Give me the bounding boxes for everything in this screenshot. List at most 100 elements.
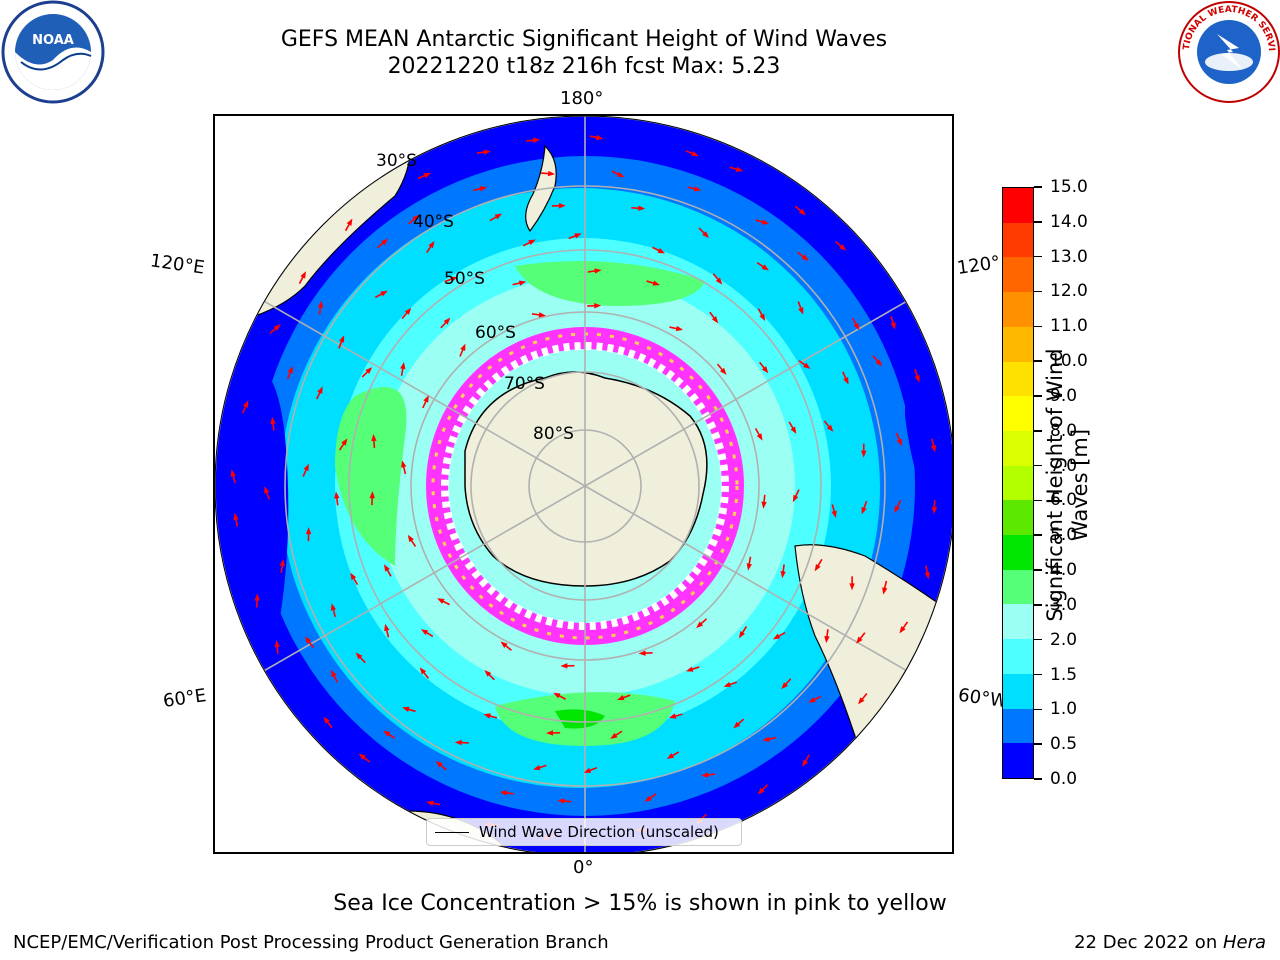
colorbar-tick-label: 1.5 — [1050, 664, 1078, 685]
lon-label-upper-left: 120°E — [148, 250, 206, 279]
colorbar-tick-label: 12.0 — [1050, 281, 1088, 302]
wave-direction-arrowhead — [369, 491, 375, 499]
wave-direction-arrowhead — [404, 307, 412, 315]
colorbar-segment — [1003, 465, 1033, 501]
wave-direction-arrowhead — [484, 669, 492, 677]
wave-direction-arrowhead — [780, 571, 786, 579]
wave-direction-arrowhead — [423, 395, 429, 403]
colorbar-tick — [1034, 569, 1042, 571]
wave-direction-arrowhead — [460, 343, 466, 352]
wave-direction-arrowhead — [350, 572, 357, 580]
legend-label: Wind Wave Direction (unscaled) — [479, 823, 719, 841]
wave-direction-arrowhead — [287, 366, 293, 374]
wave-direction-arrowhead — [401, 460, 407, 468]
wave-direction-arrowhead — [330, 603, 337, 611]
lat-label-70s: 70°S — [504, 374, 545, 394]
wave-direction-arrowhead — [756, 433, 763, 441]
wave-direction-arrowhead — [685, 666, 694, 672]
colorbar-tick-label: 9.0 — [1050, 385, 1078, 406]
lon-label-lower-left: 60°E — [161, 685, 208, 712]
wave-direction-arrowhead — [339, 335, 345, 343]
wave-direction-arrowhead — [323, 716, 330, 724]
wave-direction-arrowhead — [595, 134, 604, 141]
wave-direction-arrowhead — [856, 636, 863, 644]
colorbar-tick — [1034, 395, 1042, 397]
wave-direction-arrowhead — [814, 563, 821, 572]
footer-date: 22 Dec 2022 on Hera — [1074, 932, 1266, 953]
colorbar-tick — [1034, 499, 1042, 502]
colorbar-tick-label: 3.0 — [1050, 594, 1078, 615]
wave-direction-arrowhead — [358, 753, 366, 760]
lat-label-60s: 60°S — [475, 323, 516, 343]
wave-direction-arrowhead — [610, 732, 618, 739]
wave-direction-arrowhead — [274, 639, 280, 648]
wave-direction-arrowhead — [843, 377, 849, 385]
map-frame — [213, 114, 954, 854]
wave-direction-arrowhead — [668, 713, 677, 719]
wave-direction-arrowhead — [365, 367, 373, 374]
wave-direction-arrowhead — [757, 787, 765, 795]
wave-direction-arrowhead — [798, 307, 804, 315]
wave-direction-arrowhead — [254, 593, 260, 601]
wave-direction-arrowhead — [931, 506, 938, 515]
wave-direction-arrowhead — [735, 166, 744, 172]
wave-direction-arrowhead — [808, 697, 816, 703]
wave-direction-arrowhead — [772, 633, 781, 640]
wave-direction-arrowhead — [400, 361, 406, 370]
wave-direction-arrowhead — [930, 444, 937, 453]
colorbar-tick-label: 8.0 — [1050, 420, 1078, 441]
wave-direction-arrowhead — [675, 325, 684, 332]
wave-direction-arrowhead — [334, 491, 340, 499]
colorbar-tick — [1034, 221, 1042, 223]
colorbar-tick-label: 5.0 — [1050, 525, 1078, 546]
wave-direction-arrowhead — [381, 238, 389, 246]
wave-direction-arrowhead — [538, 312, 546, 318]
legend-line-swatch — [435, 831, 469, 833]
colorbar-segment — [1003, 569, 1033, 605]
colorbar-tick — [1034, 743, 1042, 745]
wave-direction-arrowhead — [849, 583, 855, 591]
colorbar-tick-label: 1.0 — [1050, 699, 1078, 720]
wave-direction-arrowhead — [380, 290, 388, 297]
wave-direction-arrowhead — [435, 760, 443, 768]
wave-direction-arrowhead — [894, 505, 900, 513]
wave-direction-arrowhead — [616, 171, 625, 178]
colorbar-tick-label: 4.0 — [1050, 560, 1078, 581]
wave-direction-arrowhead — [420, 629, 429, 636]
wave-direction-arrowhead — [853, 322, 860, 331]
nws-logo: NATIONAL WEATHER SERVICE — [1177, 0, 1280, 103]
chart-subtitle: 20221220 t18z 216h fcst Max: 5.23 — [387, 54, 781, 79]
wave-direction-arrowhead — [443, 317, 451, 325]
colorbar-tick-label: 15.0 — [1050, 177, 1088, 197]
colorbar-tick — [1034, 360, 1042, 362]
colorbar-tick-label: 0.0 — [1050, 769, 1078, 789]
chart-title: GEFS MEAN Antarctic Significant Height o… — [280, 27, 888, 52]
colorbar-segment — [1003, 188, 1033, 223]
wave-direction-arrowhead — [273, 324, 281, 331]
colorbar-tick — [1034, 638, 1042, 641]
wave-direction-arrowhead — [317, 386, 323, 394]
colorbar-segment — [1003, 326, 1033, 362]
wave-direction-arrowhead — [839, 244, 847, 251]
wave-direction-arrowhead — [500, 641, 508, 648]
wave-direction-arrowhead — [801, 254, 809, 261]
wave-direction-arrowhead — [657, 248, 666, 254]
lon-label-bottom: 0° — [573, 857, 594, 878]
colorbar-segment — [1003, 222, 1033, 258]
footer-host: Hera — [1222, 932, 1266, 953]
wave-direction-arrowhead — [479, 186, 488, 192]
wave-direction-arrowhead — [383, 564, 390, 572]
noaa-logo-text: NOAA — [32, 33, 74, 48]
footer-producer: NCEP/EMC/Verification Post Processing Pr… — [13, 932, 609, 953]
wave-direction-arrowhead — [533, 137, 541, 144]
lat-label-40s: 40°S — [413, 212, 454, 232]
wave-direction-arrowhead — [305, 527, 312, 535]
lon-label-top: 180° — [560, 88, 604, 109]
colorbar-tick — [1034, 464, 1042, 467]
colorbar-segment — [1003, 292, 1033, 327]
wave-direction-arrowhead — [594, 303, 602, 309]
wave-direction-arrowhead — [733, 721, 741, 729]
wave-direction-arrowhead — [355, 652, 363, 660]
wave-direction-arrowhead — [300, 271, 306, 279]
wave-direction-arrowhead — [317, 300, 324, 309]
